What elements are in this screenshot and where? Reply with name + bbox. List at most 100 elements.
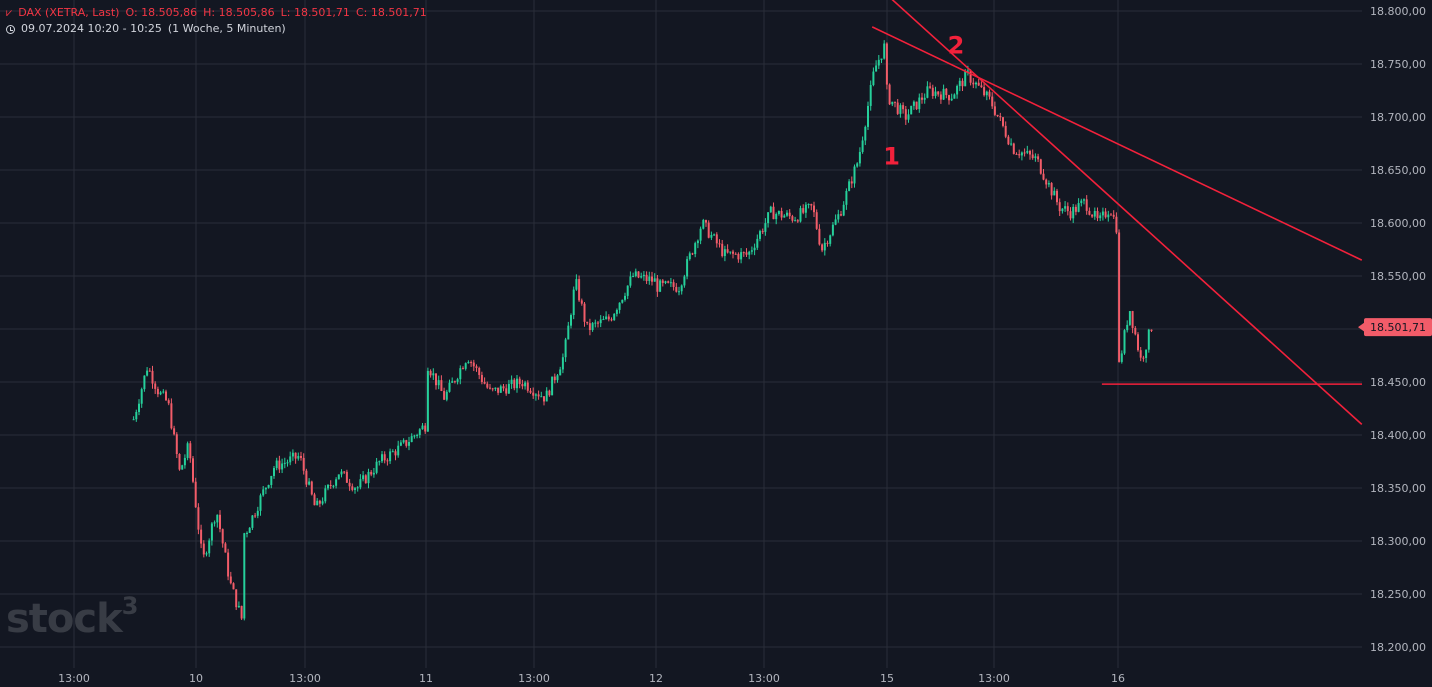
candle-body: [348, 482, 351, 487]
candle: [902, 102, 905, 114]
candle: [1137, 332, 1139, 352]
candle: [896, 98, 899, 115]
candle-body: [904, 109, 907, 120]
candle-body: [1137, 334, 1139, 351]
price-tick-label: 18.550,00: [1370, 270, 1426, 283]
candle-body: [1012, 143, 1015, 154]
candle-body: [1050, 183, 1053, 196]
candle: [618, 302, 621, 314]
wave-label[interactable]: 1: [883, 143, 900, 171]
candle-body: [902, 105, 905, 110]
candle: [867, 101, 869, 130]
candle: [262, 486, 265, 497]
candle-body: [629, 276, 632, 286]
candle: [875, 60, 878, 72]
candle-body: [1072, 206, 1075, 219]
candle: [1101, 207, 1104, 221]
candle-body: [894, 101, 896, 103]
candle: [799, 205, 802, 223]
candle: [248, 527, 251, 533]
candle-body: [842, 204, 845, 216]
candle-body: [1004, 125, 1007, 137]
candle-body: [605, 316, 608, 320]
wave-label[interactable]: 2: [948, 31, 965, 59]
price-tick-label: 18.350,00: [1370, 482, 1426, 495]
price-tick-label: 18.600,00: [1370, 217, 1426, 230]
candle: [1150, 329, 1153, 332]
candle: [764, 218, 767, 236]
candle-body: [370, 471, 373, 475]
candle-body: [232, 583, 235, 590]
candle: [437, 375, 440, 390]
candle-body: [1093, 210, 1096, 217]
candle: [389, 448, 392, 464]
candle: [259, 493, 262, 516]
candle: [578, 275, 581, 302]
candle: [383, 451, 386, 464]
candle-body: [599, 319, 602, 324]
time-axis[interactable]: 13:00 10 13:00 11 13:00 12 13:00 15 13:00 16: [58, 672, 1125, 685]
candle-body: [210, 523, 213, 541]
candle-body: [467, 362, 470, 364]
candle-body: [966, 70, 969, 72]
candles-icon[interactable]: ⩗: [6, 6, 13, 19]
candle-body: [956, 86, 959, 95]
candle-body: [912, 101, 915, 106]
candle-body: [691, 253, 694, 255]
candle-body: [972, 82, 975, 85]
candle: [856, 162, 859, 168]
candle: [200, 524, 203, 549]
candle: [632, 272, 635, 278]
candle: [742, 251, 745, 257]
candle: [378, 460, 381, 466]
candle-body: [588, 323, 591, 331]
candle-body: [826, 242, 829, 244]
candle: [1131, 310, 1134, 334]
candle-body: [926, 86, 929, 98]
trendline[interactable]: [871, 26, 1363, 261]
candle-body: [1010, 143, 1013, 145]
candle: [513, 378, 516, 391]
candle: [283, 457, 286, 469]
candle: [524, 380, 527, 390]
candle-body: [885, 43, 888, 85]
candle-body: [686, 259, 689, 277]
candle-body: [165, 391, 167, 401]
candle: [642, 271, 645, 281]
candle: [216, 514, 219, 528]
candle: [424, 422, 427, 434]
candle: [491, 387, 494, 392]
candle-body: [1045, 179, 1048, 185]
candle: [664, 280, 667, 285]
candle-body: [850, 181, 853, 184]
candle: [732, 249, 734, 259]
candle: [486, 381, 489, 389]
time-tick-label: 16: [1111, 672, 1125, 685]
candle-body: [248, 527, 251, 533]
candle: [138, 399, 140, 416]
candle-body: [597, 322, 599, 324]
candle-body: [853, 166, 856, 184]
candle-body: [575, 279, 578, 290]
legend-title[interactable]: DAX (XETRA, Last): [18, 6, 120, 19]
candle: [197, 503, 200, 535]
candle: [518, 376, 521, 389]
candle-body: [432, 373, 435, 376]
candle: [813, 201, 815, 218]
candle-body: [294, 452, 297, 459]
candle: [435, 373, 437, 390]
trendline[interactable]: [881, 0, 1363, 425]
candle: [526, 380, 529, 393]
candle: [221, 528, 224, 548]
price-axis[interactable]: 18.800,00 18.750,00 18.700,00 18.650,00 18.6…: [1358, 5, 1432, 654]
candle: [651, 271, 653, 286]
candle: [167, 398, 170, 406]
candle-body: [591, 323, 594, 331]
candle-body: [413, 435, 416, 437]
candle: [1050, 182, 1053, 200]
legend-open: O: 18.505,86: [125, 6, 198, 19]
candle-body: [1083, 199, 1085, 201]
candle: [143, 375, 146, 392]
candle: [691, 252, 694, 256]
